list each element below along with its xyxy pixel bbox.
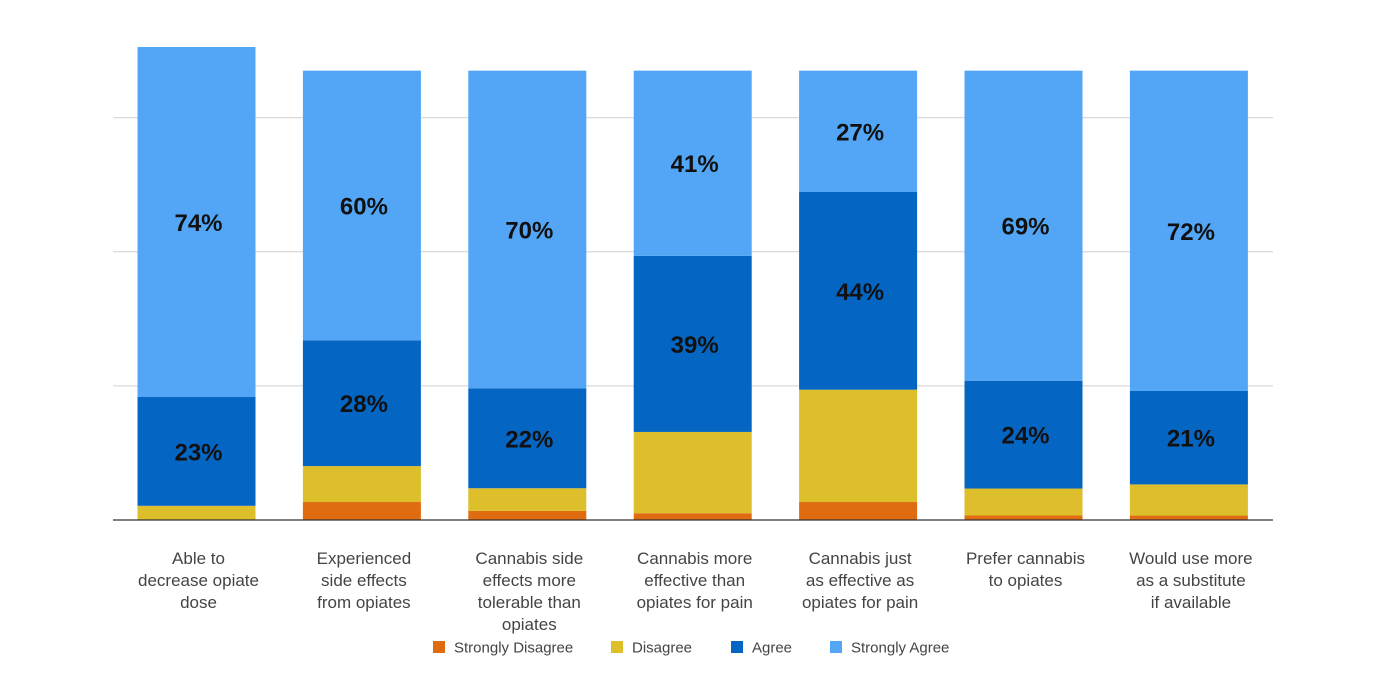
legend-swatch <box>731 641 743 653</box>
bar-segment-agree <box>468 388 587 489</box>
category-label: Prefer cannabis to opiates <box>966 549 1085 590</box>
bar-segment-strongly-disagree <box>302 502 421 520</box>
bars <box>137 47 1248 520</box>
data-label: 60% <box>340 193 388 220</box>
bar-segment-disagree <box>799 389 918 503</box>
legend-item: Disagree <box>611 640 692 657</box>
bar-segment-strongly-agree <box>799 70 918 192</box>
data-label: 44% <box>836 279 884 306</box>
legend-label: Strongly Disagree <box>454 640 573 657</box>
data-label: 23% <box>174 439 222 466</box>
data-label: 28% <box>340 391 388 418</box>
category-label: Cannabis just as effective as opiates for … <box>802 549 918 612</box>
bar-segment-agree <box>137 397 256 506</box>
bar-segment-strongly-agree <box>1129 70 1248 391</box>
legend: Strongly Disagree Disagree Agree Strongly A… <box>433 640 949 657</box>
data-label: 74% <box>174 210 222 237</box>
category-labels: Able to decrease opiate dose Experienced sid… <box>138 549 1253 634</box>
bar-segment-disagree <box>633 431 752 514</box>
category-label: Cannabis side effects more tolerable than o… <box>475 549 583 634</box>
bar-segment-disagree <box>302 466 421 503</box>
data-labels: 23% 74% 28% 60% 22% 70% 39% 41% 44% 27% 24% 69% 21% 7… <box>174 119 1214 466</box>
legend-label: Strongly Agree <box>851 640 949 657</box>
bar-segment-strongly-agree <box>302 70 421 341</box>
bar-segment-agree <box>302 340 421 467</box>
category-label: Experienced side effects from opiates <box>317 549 412 612</box>
bar-segment-strongly-disagree <box>799 502 918 520</box>
bar-segment-strongly-disagree <box>964 515 1083 520</box>
legend-swatch <box>830 641 842 653</box>
category-label: Would use more as a substitute if availabl… <box>1129 549 1252 612</box>
legend-item: Strongly Disagree <box>433 640 573 657</box>
bar-segment-agree <box>964 380 1083 489</box>
data-label: 27% <box>836 119 884 146</box>
bar-segment-disagree <box>137 505 256 520</box>
legend-label: Disagree <box>632 640 692 657</box>
data-label: 41% <box>671 151 719 178</box>
data-label: 70% <box>505 218 553 245</box>
legend-item: Strongly Agree <box>830 640 949 657</box>
data-label: 24% <box>1001 423 1049 450</box>
category-label: Able to decrease opiate dose <box>138 549 259 612</box>
bar-segment-strongly-disagree <box>633 513 752 520</box>
data-label: 22% <box>505 426 553 453</box>
bar-segment-strongly-agree <box>964 70 1083 381</box>
bar-segment-strongly-disagree <box>1129 515 1248 520</box>
category-label: Cannabis more effective than opiates for p… <box>637 549 753 612</box>
bar-segment-agree <box>1129 390 1248 485</box>
legend-swatch <box>611 641 623 653</box>
bar-segment-disagree <box>964 488 1083 516</box>
bar-segment-strongly-disagree <box>468 510 587 520</box>
legend-item: Agree <box>731 640 792 657</box>
data-label: 21% <box>1167 426 1215 453</box>
bar-segment-agree <box>799 191 918 390</box>
data-label: 69% <box>1001 214 1049 241</box>
bar-segment-disagree <box>1129 484 1248 516</box>
bar-segment-strongly-agree <box>137 47 256 398</box>
bar-segment-strongly-agree <box>468 70 587 389</box>
data-label: 72% <box>1167 219 1215 246</box>
bar-segment-agree <box>633 255 752 432</box>
bar-segment-strongly-agree <box>633 70 752 256</box>
data-label: 39% <box>671 332 719 359</box>
legend-swatch <box>433 641 445 653</box>
legend-label: Agree <box>752 640 792 657</box>
bar-segment-disagree <box>468 488 587 511</box>
